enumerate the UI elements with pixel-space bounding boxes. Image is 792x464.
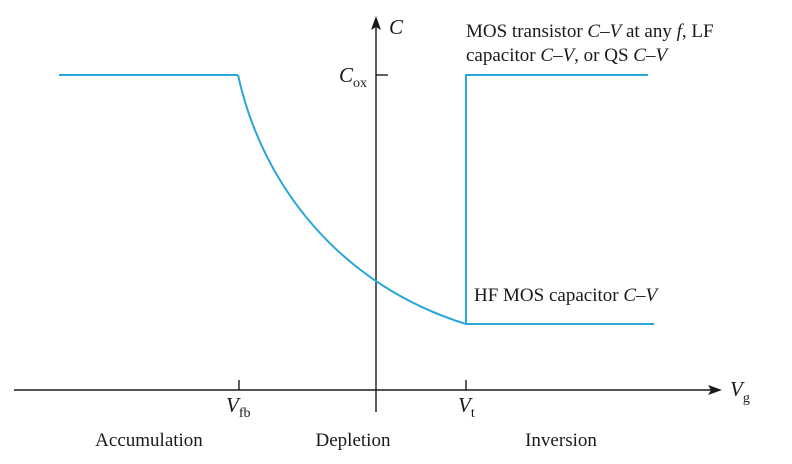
x-axis-label-main: V: [730, 377, 745, 401]
depletion-curve: [237, 74, 467, 325]
x-axis-label-sub: g: [743, 391, 750, 406]
vfb-label-sub: fb: [239, 406, 251, 421]
x-axis-arrowhead: [708, 385, 722, 395]
region-depletion-label: Depletion: [316, 430, 391, 451]
vt-label-main: V: [458, 393, 473, 417]
lf-annotation-line2: capacitor C–V, or QS C–V: [466, 45, 669, 66]
vfb-label-main: V: [226, 393, 241, 417]
cox-label-main: C: [339, 63, 354, 87]
region-accumulation-label: Accumulation: [95, 430, 203, 451]
hf-annotation: HF MOS capacitor C–V: [474, 285, 660, 306]
y-axis-arrowhead: [371, 16, 381, 30]
vt-label: Vt: [458, 393, 475, 421]
y-axis-label: C: [389, 15, 404, 39]
lf-annotation-line1: MOS transistor C–V at any f, LF: [466, 21, 714, 42]
vfb-label: Vfb: [226, 393, 251, 421]
cox-label-sub: ox: [353, 76, 367, 91]
x-axis-label: Vg: [730, 377, 750, 406]
lf-inversion-line: [465, 74, 648, 324]
region-inversion-label: Inversion: [525, 430, 597, 451]
cox-label: Cox: [339, 63, 367, 91]
vt-label-sub: t: [471, 406, 475, 421]
